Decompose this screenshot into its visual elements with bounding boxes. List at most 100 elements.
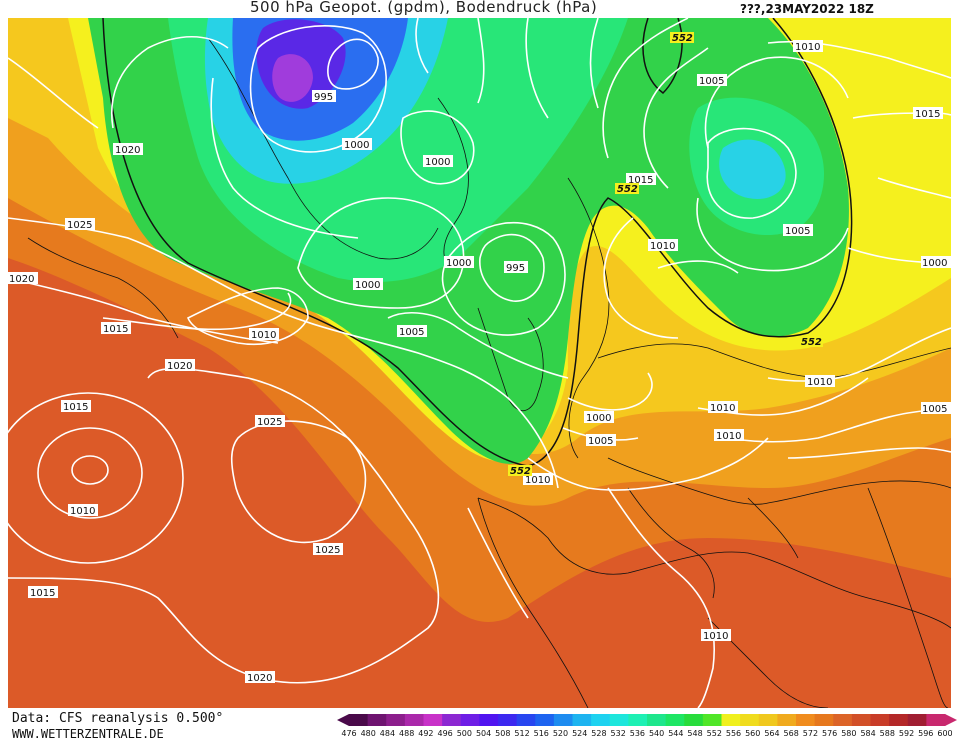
colorbar-swatch: [609, 714, 629, 726]
svg-text:1000: 1000: [446, 258, 471, 269]
colorbar-swatch: [889, 714, 909, 726]
svg-text:1020: 1020: [9, 274, 34, 285]
isobar-label: 1010: [805, 375, 835, 388]
colorbar-swatches: [337, 714, 957, 726]
deep-low-zone: [272, 54, 313, 102]
svg-text:995: 995: [314, 92, 333, 103]
colorbar-swatch: [702, 714, 722, 726]
svg-text:1015: 1015: [628, 175, 653, 186]
isobar-labels: 995 1000 1000 995 1000 1000 1005 1020 10…: [8, 40, 951, 684]
geopot-552-contour: [102, 18, 853, 467]
svg-text:1010: 1010: [807, 377, 832, 388]
colorbar-swatch: [907, 714, 927, 726]
colorbar-swatch: [553, 714, 573, 726]
colorbar-tick-label: 584: [860, 729, 875, 738]
isobar-label: 1005: [586, 434, 616, 447]
colorbar-swatch: [628, 714, 648, 726]
isobar-label: 1000: [353, 278, 383, 291]
svg-text:1000: 1000: [425, 157, 450, 168]
colorbar-tick-label: 544: [668, 729, 683, 738]
colorbar-swatch: [647, 714, 667, 726]
colorbar-tick-label: 580: [841, 729, 856, 738]
isobar-label: 1010: [708, 401, 738, 414]
svg-text:1025: 1025: [315, 545, 340, 556]
isobar-label: 1020: [165, 359, 195, 372]
svg-text:1000: 1000: [922, 258, 947, 269]
isobar-label: 1015: [626, 173, 656, 186]
colorbar-tick-label: 596: [918, 729, 933, 738]
svg-text:1025: 1025: [67, 220, 92, 231]
colorbar-swatch: [665, 714, 685, 726]
isobar-label: 1025: [313, 543, 343, 556]
colorbar-swatch: [460, 714, 480, 726]
geopot-label: 552: [615, 183, 639, 195]
isobar-label: 1005: [921, 402, 951, 415]
isobar-label: 1000: [921, 256, 951, 269]
colorbar-swatch: [442, 714, 462, 726]
colorbar-swatch: [870, 714, 890, 726]
colorbar-swatch: [367, 714, 387, 726]
colorbar-tick-label: 524: [572, 729, 587, 738]
colorbar-tick-label: 576: [822, 729, 837, 738]
colorbar-tick-label: 556: [726, 729, 741, 738]
footer: Data: CFS reanalysis 0.500° WWW.WETTERZE…: [0, 708, 959, 741]
svg-text:1015: 1015: [103, 324, 128, 335]
colorbar-tick-label: 568: [784, 729, 799, 738]
colorbar-swatch: [516, 714, 536, 726]
svg-text:552: 552: [510, 466, 531, 477]
isobar-label: 1010: [701, 629, 731, 642]
map-svg: 995 1000 1000 995 1000 1000 1005 1020 10…: [8, 18, 951, 708]
title-bar: 500 hPa Geopot. (gpdm), Bodendruck (hPa)…: [0, 0, 959, 18]
svg-text:1010: 1010: [703, 631, 728, 642]
isobar-label: 1020: [113, 143, 143, 156]
colorbar-swatch: [684, 714, 704, 726]
colorbar-swatch: [814, 714, 834, 726]
website-text: WWW.WETTERZENTRALE.DE: [12, 727, 164, 741]
colorbar-tick-label: 588: [880, 729, 895, 738]
isobar-label: 1025: [65, 218, 95, 231]
svg-text:552: 552: [672, 33, 693, 44]
svg-text:1000: 1000: [355, 280, 380, 291]
colorbar-swatch: [796, 714, 816, 726]
isobar-label: 1010: [68, 504, 98, 517]
svg-text:1025: 1025: [257, 417, 282, 428]
geopot-label: 552: [508, 465, 532, 477]
colorbar-tick-label: 488: [399, 729, 414, 738]
colorbar-swatch: [404, 714, 424, 726]
colorbar-tick-label: 516: [534, 729, 549, 738]
colorbar-tick-label: 476: [341, 729, 356, 738]
isobars: [8, 18, 951, 708]
colorbar-ticks: 476 480 484 488 492 496 500 504 508 512 516 520 524 5…: [341, 729, 952, 738]
svg-text:1010: 1010: [650, 241, 675, 252]
svg-text:1005: 1005: [399, 327, 424, 338]
svg-text:1015: 1015: [915, 109, 940, 120]
colorbar-swatch: [851, 714, 871, 726]
svg-text:1000: 1000: [586, 413, 611, 424]
colorbar-tick-label: 496: [437, 729, 452, 738]
colorbar-tick-label: 532: [611, 729, 626, 738]
weather-map: 995 1000 1000 995 1000 1000 1005 1020 10…: [8, 18, 951, 708]
isobar-label: 1005: [783, 224, 813, 237]
coastlines: [27, 37, 951, 708]
cyan-east-zone: [719, 139, 786, 199]
colorbar-swatch: [833, 714, 853, 726]
isobar-label: 1010: [249, 328, 279, 341]
colorbar-tick-label: 520: [553, 729, 568, 738]
geopot-labels: 552 552 552 552: [508, 32, 823, 477]
isobar-label: 1000: [444, 256, 474, 269]
svg-text:1015: 1015: [63, 402, 88, 413]
colorbar-swatch: [777, 714, 797, 726]
svg-text:552: 552: [801, 337, 822, 348]
svg-text:1010: 1010: [525, 475, 550, 486]
isobar-label: 995: [504, 261, 528, 274]
isobar-label: 1025: [255, 415, 285, 428]
isobar-label: 1005: [397, 325, 427, 338]
svg-text:995: 995: [506, 263, 525, 274]
svg-text:1020: 1020: [247, 673, 272, 684]
svg-text:1010: 1010: [70, 506, 95, 517]
colorbar-swatch: [721, 714, 741, 726]
colorbar-swatch: [349, 714, 369, 726]
colorbar-tick-label: 492: [418, 729, 433, 738]
isobar-label: 1020: [8, 272, 38, 285]
svg-text:1015: 1015: [30, 588, 55, 599]
